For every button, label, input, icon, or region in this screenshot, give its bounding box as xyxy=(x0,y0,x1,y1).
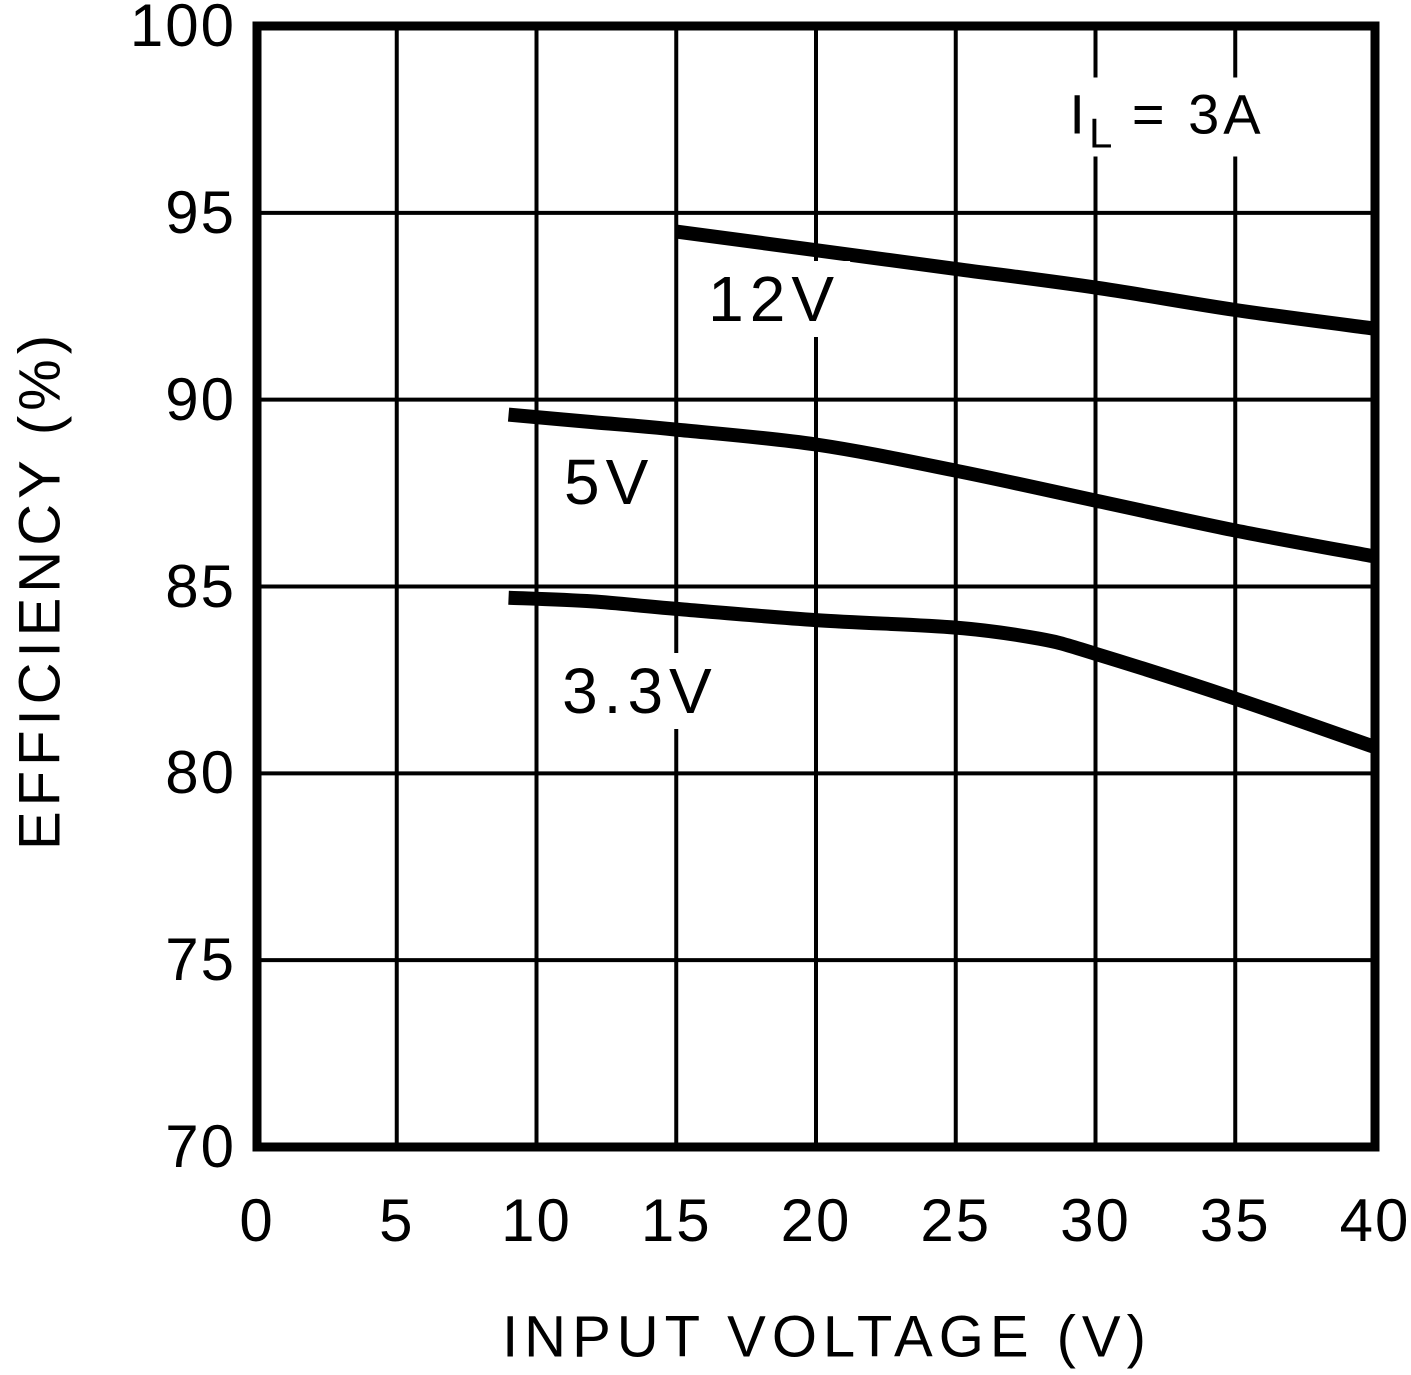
x-tick-label-25: 25 xyxy=(920,1187,992,1254)
x-tick-label-40: 40 xyxy=(1339,1187,1411,1254)
y-tick-label-100: 100 xyxy=(129,0,236,59)
plot-frame xyxy=(252,21,1380,1152)
x-tick-label-5: 5 xyxy=(379,1187,415,1254)
curve-3-3v xyxy=(508,590,1378,754)
annotation-value: = 3A xyxy=(1131,82,1265,146)
load-current-annotation: IL = 3A xyxy=(1055,77,1279,157)
annotation-symbol: I xyxy=(1069,82,1089,146)
y-axis-title: EFFICIENCY (%) xyxy=(7,329,73,851)
curve-label-12v: 12V xyxy=(698,260,850,337)
curve-label-3-3v: 3.3V xyxy=(552,653,728,730)
curve-label-5v: 5V xyxy=(554,443,665,520)
x-axis-title: INPUT VOLTAGE (V) xyxy=(502,1304,1152,1370)
x-tick-label-15: 15 xyxy=(640,1187,712,1254)
x-tick-label-20: 20 xyxy=(780,1187,852,1254)
x-tick-label-30: 30 xyxy=(1060,1187,1131,1254)
x-tick-label-35: 35 xyxy=(1199,1187,1271,1254)
x-tick-label-0: 0 xyxy=(239,1187,275,1254)
y-tick-label-70: 70 xyxy=(165,1113,236,1180)
y-tick-label-85: 85 xyxy=(165,552,236,620)
curve-5v xyxy=(507,407,1377,564)
annotation-subscript: L xyxy=(1088,109,1113,157)
y-tick-label-80: 80 xyxy=(165,739,236,807)
y-tick-label-95: 95 xyxy=(165,178,236,246)
curve-12v xyxy=(675,224,1376,336)
y-tick-label-90: 90 xyxy=(165,365,236,433)
x-tick-label-10: 10 xyxy=(501,1187,572,1254)
y-tick-label-75: 75 xyxy=(165,926,236,994)
